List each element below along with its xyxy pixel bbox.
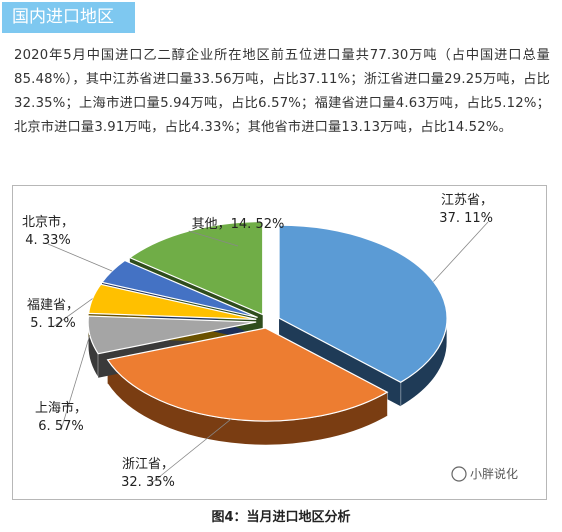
slice-name-3: 福建省， [27, 298, 79, 313]
slice-1 [106, 327, 389, 422]
slice-value-0: 37. 11% [439, 211, 493, 226]
slice-name-2: 上海市， [35, 400, 87, 416]
slice-name-4: 北京市， [22, 214, 74, 230]
leader-line-1 [147, 418, 232, 487]
pie-chart: 江苏省， 37. 11% 浙江省， 32. 35% 上海市， 6. 57% 福建省， 5. 1… [22, 192, 518, 490]
watermark-text: 小胖说化 [470, 466, 518, 481]
watermark: 小胖说化 [451, 466, 518, 482]
figure-caption: 图4：当月进口地区分析 [211, 510, 351, 525]
slice-value-4: 4. 33% [25, 233, 70, 248]
section-tag: 国内进口地区 [2, 2, 135, 33]
slice-2 [87, 315, 257, 355]
pie-slices [87, 220, 448, 446]
summary-paragraph: 2020年5月中国进口乙二醇企业所在地区前五位进口量共77.30万吨（占中国进口… [14, 48, 550, 135]
slice-3 [87, 283, 257, 320]
slice-value-2: 6. 57% [38, 419, 83, 434]
leader-line-4 [47, 243, 113, 272]
wechat-icon [451, 466, 467, 482]
slice-value-3: 5. 12% [30, 316, 75, 331]
leader-line-5 [188, 230, 239, 247]
chart-frame: 江苏省， 37. 11% 浙江省， 32. 35% 上海市， 6. 57% 福建省， 5. 1… [12, 185, 547, 500]
leader-line-0 [433, 221, 489, 282]
leader-line-2 [60, 335, 91, 431]
slice-name-1: 浙江省， [122, 457, 174, 472]
slice-name-0: 江苏省， [441, 192, 493, 208]
slice-label-5: 其他，14. 52% [192, 217, 285, 232]
pie-labels: 江苏省， 37. 11% 浙江省， 32. 35% 上海市， 6. 57% 福建省， 5. 1… [22, 192, 493, 490]
slice-value-1: 32. 35% [121, 475, 175, 490]
leader-line-3 [52, 298, 93, 328]
slice-4 [100, 259, 258, 318]
slice-0 [278, 224, 448, 383]
